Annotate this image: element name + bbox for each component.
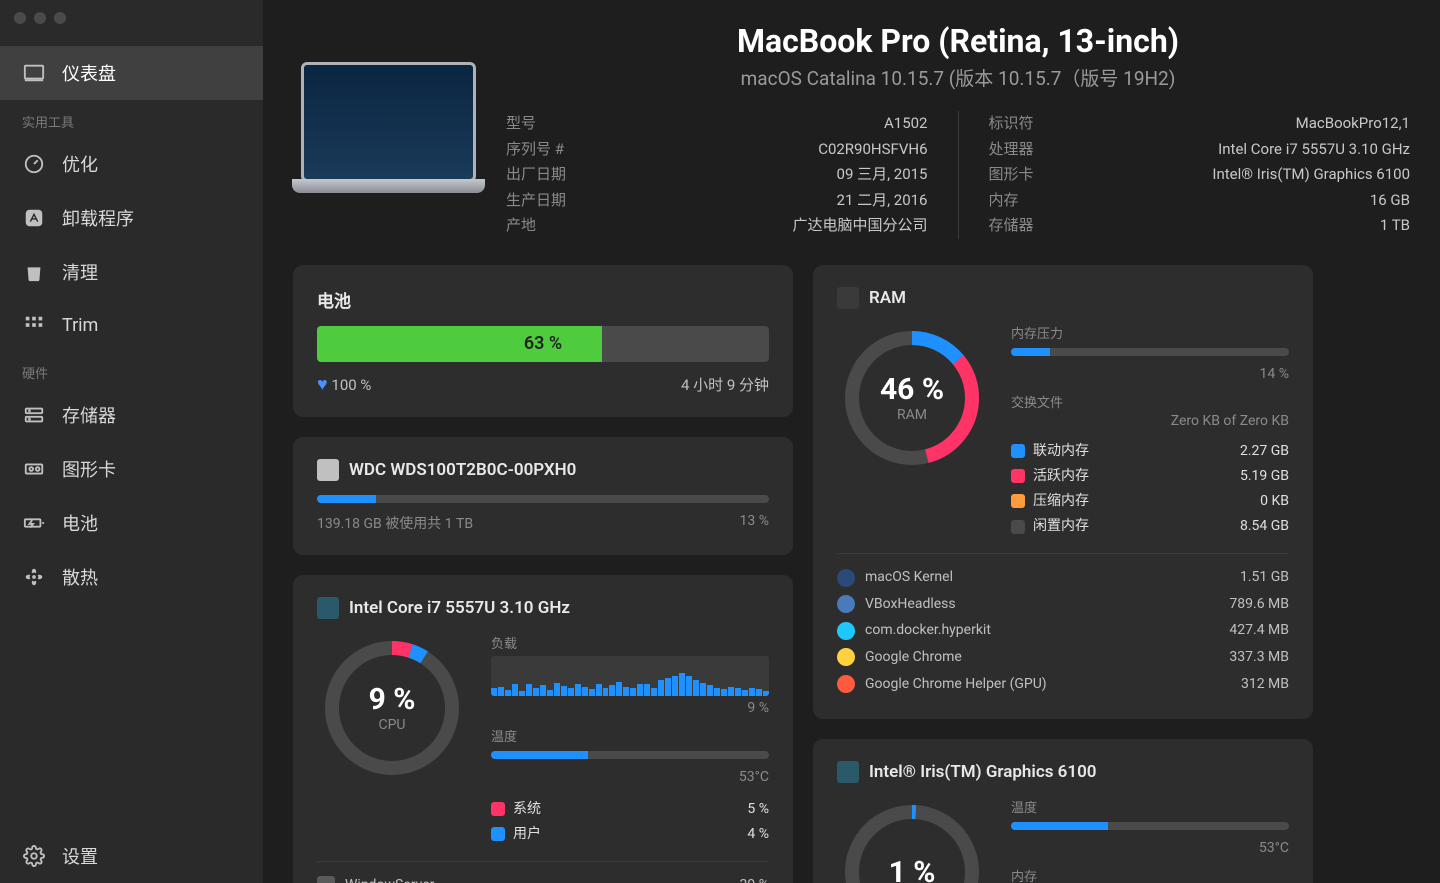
heart-icon: ♥	[317, 374, 328, 395]
ram-icon	[837, 287, 859, 309]
window-traffic-lights[interactable]	[14, 12, 66, 24]
legend-row: 压缩内存0 KB	[1011, 489, 1289, 514]
battery-health: 100 %	[331, 376, 371, 394]
legend-row: 用户4 %	[491, 822, 769, 847]
cpu-title: Intel Core i7 5557U 3.10 GHz	[349, 598, 570, 618]
sidebar: 仪表盘实用工具优化卸载程序清理Trim硬件存储器图形卡电池散热 设置	[0, 0, 263, 883]
gpu-icon	[22, 457, 46, 481]
legend-row: 系统5 %	[491, 797, 769, 822]
drive-icon	[22, 403, 46, 427]
info-row: 序列号 #C02R90HSFVH6	[506, 137, 928, 163]
battery-card[interactable]: 电池 63 % ♥ 100 % 4 小时 9 分钟	[293, 265, 793, 417]
trash-icon	[22, 260, 46, 284]
info-row: 处理器Intel Core i7 5557U 3.10 GHz	[989, 137, 1411, 163]
monitor-icon	[22, 61, 46, 85]
cpu-sparkline	[491, 656, 769, 696]
device-subtitle: macOS Catalina 10.15.7 (版本 10.15.7（版号 19…	[506, 64, 1410, 91]
info-row: 内存16 GB	[989, 188, 1411, 214]
sidebar-settings[interactable]: 设置	[0, 829, 263, 883]
battery-time: 4 小时 9 分钟	[681, 374, 769, 395]
storage-pct: 13 %	[740, 513, 769, 533]
gpu-icon	[837, 761, 859, 783]
battery-bar: 63 %	[317, 326, 769, 362]
gpu-title: Intel® Iris(TM) Graphics 6100	[869, 762, 1097, 782]
ram-donut: 46 %RAM	[837, 323, 987, 473]
info-row: 存储器1 TB	[989, 213, 1411, 239]
legend-row: 联动内存2.27 GB	[1011, 439, 1289, 464]
storage-used: 139.18 GB 被使用共 1 TB	[317, 513, 473, 533]
process-row: Google Chrome Helper (GPU)312 MB	[837, 671, 1289, 698]
ram-title: RAM	[869, 288, 906, 308]
sidebar-item[interactable]: 电池	[0, 496, 263, 550]
main-content: MacBook Pro (Retina, 13-inch) macOS Cata…	[263, 0, 1440, 883]
process-row: macOS Kernel1.51 GB	[837, 564, 1289, 591]
storage-bar	[317, 495, 769, 503]
ram-card[interactable]: RAM 46 %RAM 内存压力 14 % 交换文件 Zero KB of Ze…	[813, 265, 1313, 720]
sidebar-section: 实用工具	[0, 100, 263, 137]
sidebar-section: 硬件	[0, 351, 263, 388]
info-row: 标识符MacBookPro12,1	[989, 111, 1411, 137]
sidebar-item[interactable]: 存储器	[0, 388, 263, 442]
device-title: MacBook Pro (Retina, 13-inch)	[506, 22, 1410, 60]
info-row: 图形卡Intel® Iris(TM) Graphics 6100	[989, 162, 1411, 188]
cpu-icon	[317, 597, 339, 619]
info-row: 生产日期21 二月, 2016	[506, 188, 928, 214]
cpu-donut: 9 %CPU	[317, 633, 467, 783]
device-image	[301, 62, 476, 182]
sidebar-item[interactable]: 图形卡	[0, 442, 263, 496]
gpu-donut: 1 %	[837, 797, 987, 883]
sidebar-item[interactable]: 散热	[0, 550, 263, 604]
storage-title: WDC WDS100T2B0C-00PXH0	[349, 460, 576, 480]
info-row: 型号A1502	[506, 111, 928, 137]
sidebar-item[interactable]: 卸载程序	[0, 191, 263, 245]
sidebar-item[interactable]: Trim	[0, 299, 263, 351]
sidebar-item[interactable]: 仪表盘	[0, 46, 263, 100]
sidebar-item[interactable]: 优化	[0, 137, 263, 191]
drive-icon	[317, 459, 339, 481]
legend-row: 活跃内存5.19 GB	[1011, 464, 1289, 489]
battery-title: 电池	[317, 287, 351, 312]
device-header: MacBook Pro (Retina, 13-inch) macOS Cata…	[293, 22, 1410, 239]
battery-icon	[22, 511, 46, 535]
info-row: 出厂日期09 三月, 2015	[506, 162, 928, 188]
process-row: WindowServer39 %	[317, 872, 769, 883]
process-row: com.docker.hyperkit427.4 MB	[837, 617, 1289, 644]
cpu-card[interactable]: Intel Core i7 5557U 3.10 GHz 9 %CPU 负载 9…	[293, 575, 793, 883]
gear-icon	[22, 844, 46, 868]
gpu-card[interactable]: Intel® Iris(TM) Graphics 6100 1 % 温度 53°…	[813, 739, 1313, 883]
process-row: Google Chrome337.3 MB	[837, 644, 1289, 671]
grid-icon	[22, 313, 46, 337]
info-row: 产地广达电脑中国分公司	[506, 213, 928, 239]
legend-row: 闲置内存8.54 GB	[1011, 514, 1289, 539]
gauge-icon	[22, 152, 46, 176]
sidebar-settings-label: 设置	[62, 843, 98, 869]
battery-pct: 63 %	[317, 326, 769, 362]
storage-card[interactable]: WDC WDS100T2B0C-00PXH0 139.18 GB 被使用共 1 …	[293, 437, 793, 555]
app-icon	[22, 206, 46, 230]
process-row: VBoxHeadless789.6 MB	[837, 591, 1289, 618]
sidebar-item[interactable]: 清理	[0, 245, 263, 299]
fan-icon	[22, 565, 46, 589]
